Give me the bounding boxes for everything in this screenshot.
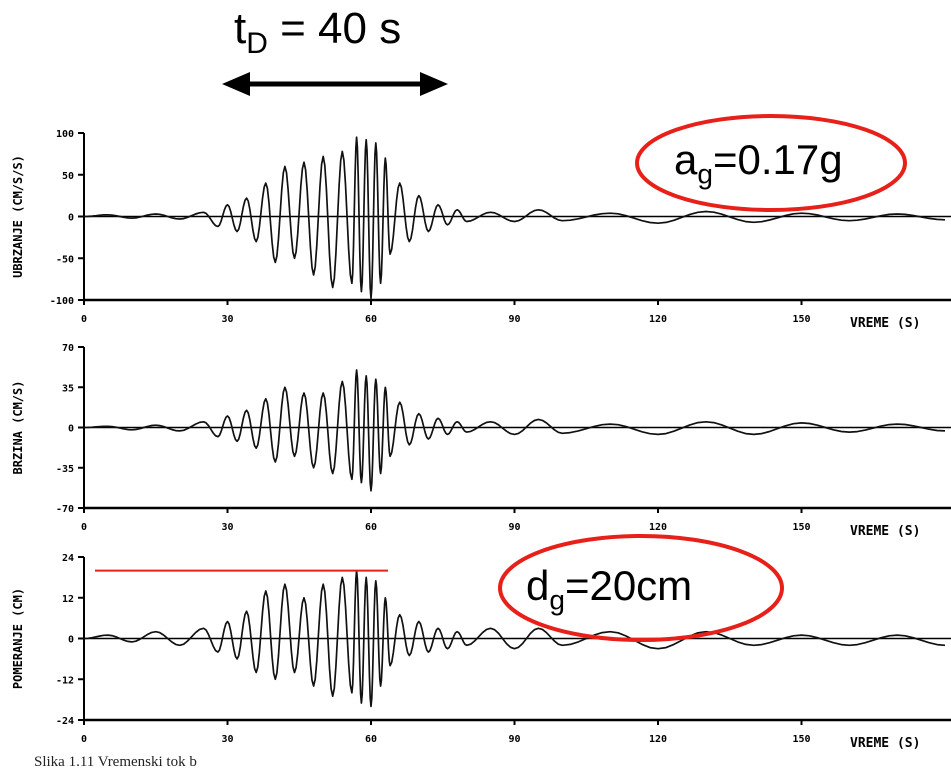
y-tick-label: -35 [56, 464, 74, 475]
disp-highlight-ellipse [498, 534, 784, 642]
x-tick-label: 120 [649, 734, 667, 745]
duration-sub: D [246, 26, 268, 60]
signal-trace [83, 569, 946, 708]
x-tick-label: 0 [81, 734, 87, 745]
y-tick-label: 0 [68, 635, 74, 646]
x-tick-label: 60 [365, 314, 377, 325]
peak-accel-value: =0.17g [712, 136, 843, 183]
panel-brzina: 70 35 0 -35 -70 0 30 60 90 120 150 VREME (S) BRZINA … [11, 343, 951, 539]
peak-accel-label: ag=0.17g [674, 136, 843, 190]
panel-ubrzanje: 100 50 0 -50 -100 0 30 60 90 120 150 VREME (S) UBRZA… [11, 129, 951, 331]
y-tick-label: -50 [56, 254, 74, 265]
y-tick-label: -12 [56, 675, 74, 686]
y-tick-label: 50 [62, 171, 74, 182]
signal-trace [83, 136, 946, 300]
x-tick-label: 60 [365, 522, 377, 533]
x-axis-label: VREME (S) [850, 736, 920, 751]
x-tick-label: 0 [81, 314, 87, 325]
y-tick-label: 0 [68, 424, 74, 435]
x-tick-label: 30 [221, 314, 233, 325]
x-tick-label: 30 [221, 522, 233, 533]
peak-disp-label: dg=20cm [526, 562, 692, 616]
duration-value: = 40 s [267, 4, 402, 53]
peak-disp-sub: g [549, 584, 565, 616]
x-tick-label: 90 [508, 314, 520, 325]
x-tick-label: 30 [221, 734, 233, 745]
peak-accel-base: a [674, 136, 698, 183]
figure-caption: Slika 1.11 Vremenski tok b [34, 754, 197, 770]
x-tick-label: 120 [649, 314, 667, 325]
accel-highlight-ellipse [635, 114, 907, 212]
y-axis-label: UBRZANJE (CM/S/S) [11, 155, 25, 278]
peak-accel-sub: g [697, 158, 713, 190]
duration-arrow [222, 72, 448, 96]
x-axis-label: VREME (S) [850, 524, 920, 539]
y-tick-label: -24 [56, 716, 74, 727]
x-tick-label: 150 [792, 314, 810, 325]
y-tick-label: 24 [62, 553, 74, 564]
peak-disp-value: =20cm [564, 562, 693, 609]
y-tick-label: 70 [62, 343, 74, 354]
peak-disp-base: d [526, 562, 550, 609]
y-tick-label: -100 [50, 296, 74, 307]
x-tick-label: 60 [365, 734, 377, 745]
signal-trace [83, 369, 946, 492]
y-tick-label: 35 [62, 383, 74, 394]
x-tick-label: 90 [508, 522, 520, 533]
x-tick-label: 0 [81, 522, 87, 533]
y-axis-label: POMERANJE (CM) [11, 588, 25, 689]
x-axis-label: VREME (S) [850, 316, 920, 331]
duration-base: t [234, 4, 247, 53]
y-tick-label: 100 [56, 129, 74, 140]
x-tick-label: 120 [649, 522, 667, 533]
duration-label: tD = 40 s [234, 4, 401, 61]
x-tick-label: 90 [508, 734, 520, 745]
y-tick-label: 12 [62, 594, 74, 605]
y-tick-label: 0 [68, 213, 74, 224]
x-tick-label: 150 [792, 734, 810, 745]
x-tick-label: 150 [792, 522, 810, 533]
y-axis-label: BRZINA (CM/S) [11, 381, 25, 475]
y-tick-label: -70 [56, 504, 74, 515]
